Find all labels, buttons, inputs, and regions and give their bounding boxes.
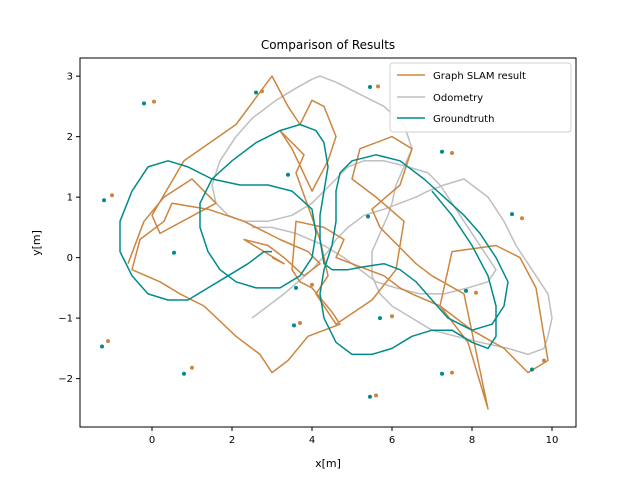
legend: Graph SLAM result Odometry Groundtruth (389, 62, 572, 133)
landmark-point-slam (450, 370, 454, 375)
legend-label-groundtruth: Groundtruth (433, 114, 494, 125)
x-tick-label: 2 (229, 435, 235, 446)
landmark-point-slam (190, 365, 194, 370)
y-tick-label: 3 (67, 72, 73, 83)
x-tick-label: 0 (149, 435, 155, 446)
y-tick-label: −1 (58, 314, 73, 325)
landmark-point-slam (374, 393, 378, 398)
landmark-point-slam (474, 290, 478, 295)
landmark-point-groundtruth (172, 250, 176, 255)
y-tick-label: −2 (58, 374, 73, 385)
legend-label-odometry: Odometry (433, 93, 483, 104)
landmark-point-groundtruth (368, 394, 372, 399)
series-line-groundtruth (119, 123, 509, 356)
landmark-point-slam (298, 321, 302, 325)
x-tick-label: 4 (309, 435, 315, 446)
landmark-point-groundtruth (100, 344, 104, 349)
legend-label-slam: Graph SLAM result (433, 71, 526, 82)
series-line-odometry (211, 75, 553, 356)
landmark-point-groundtruth (378, 316, 382, 321)
plot-area (100, 75, 553, 410)
landmark-point-slam (310, 282, 314, 287)
series-line-slam (127, 75, 549, 410)
axis-ticks: 0 2 4 6 8 10 −2 −1 0 1 2 3 (58, 72, 558, 446)
y-tick-label: 1 (67, 193, 73, 204)
landmark-point-slam (260, 89, 264, 94)
landmark-point-groundtruth (510, 212, 514, 217)
landmark-point-groundtruth (530, 367, 534, 372)
landmark-point-groundtruth (464, 288, 468, 293)
x-tick-label: 6 (389, 435, 395, 446)
landmark-point-slam (520, 216, 524, 221)
x-tick-label: 8 (469, 435, 475, 446)
landmark-point-slam (450, 151, 454, 155)
landmark-point-groundtruth (292, 323, 296, 328)
y-axis-label: y[m] (30, 230, 43, 256)
landmark-point-slam (390, 314, 394, 319)
plot-frame (79, 57, 577, 428)
landmark-point-groundtruth (294, 285, 298, 290)
landmark-point-groundtruth (142, 101, 146, 106)
x-axis-label: x[m] (315, 457, 341, 470)
landmark-point-groundtruth (254, 90, 258, 95)
x-tick-label: 10 (546, 435, 559, 446)
landmark-point-groundtruth (102, 198, 106, 203)
y-tick-label: 2 (67, 132, 73, 143)
landmark-point-groundtruth (440, 371, 444, 376)
landmark-point-slam (542, 358, 546, 363)
legend-box (389, 62, 572, 133)
landmark-point-groundtruth (440, 149, 444, 154)
y-tick-label: 0 (67, 253, 73, 264)
landmark-point-slam (376, 84, 380, 89)
landmark-point-groundtruth (286, 172, 290, 177)
landmark-point-groundtruth (366, 214, 370, 219)
landmark-point-slam (110, 193, 114, 198)
landmark-point-groundtruth (368, 85, 372, 89)
landmark-point-groundtruth (182, 371, 186, 376)
chart-title: Comparison of Results (261, 38, 395, 52)
landmark-point-slam (106, 339, 110, 344)
landmark-point-slam (152, 99, 156, 104)
